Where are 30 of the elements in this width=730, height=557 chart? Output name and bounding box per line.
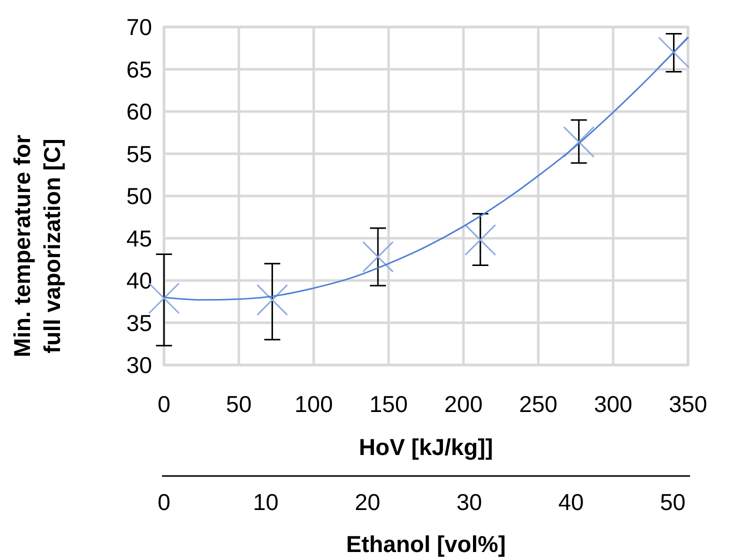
y-tick-label: 50: [126, 183, 152, 210]
x-tick-label: 100: [294, 391, 333, 417]
y-tick-label: 55: [126, 140, 152, 167]
x-tick-label: 350: [668, 391, 708, 417]
x2-tick-label: 30: [456, 489, 482, 515]
x2-tick-label: 40: [558, 489, 584, 515]
y-tick-label: 45: [126, 225, 152, 252]
x2-tick-label: 50: [660, 489, 686, 515]
x-axis-title: HoV [kJ/kg]]: [358, 434, 494, 460]
x2-tick-label: 20: [354, 489, 380, 515]
y-axis-title: Min. temperature for full vaporization [C]: [9, 134, 65, 358]
x-tick-label: 250: [519, 391, 558, 417]
x-tick-label: 300: [594, 391, 632, 417]
x-tick-label: 50: [226, 391, 252, 417]
point: [464, 224, 496, 256]
x2-axis-title: Ethanol [vol%]: [346, 531, 506, 557]
x-tick-label: 200: [444, 391, 483, 417]
point: [256, 284, 288, 316]
y-tick-label: 65: [126, 56, 152, 82]
x-tick-label: 0: [158, 391, 170, 417]
y-tick-label: 60: [126, 98, 152, 125]
x2-tick-label: 10: [252, 489, 279, 515]
y-tick-label: 35: [126, 310, 152, 336]
y-tick-label: 30: [126, 352, 152, 378]
y-tick-label: 70: [126, 14, 152, 40]
x-tick-label: 150: [369, 391, 408, 417]
point: [563, 126, 595, 158]
point: [362, 241, 394, 273]
x2-tick-label: 0: [158, 489, 170, 515]
y-tick-label: 40: [126, 268, 152, 294]
